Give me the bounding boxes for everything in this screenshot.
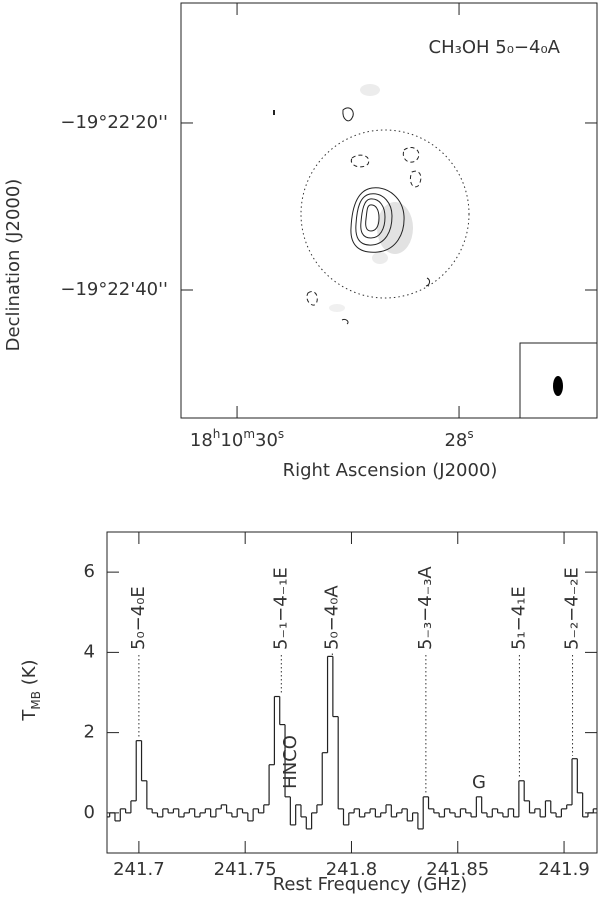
contour — [355, 193, 393, 246]
contour — [360, 198, 386, 239]
x-axis-label: Rest Frequency (GHz) — [273, 874, 468, 895]
contour — [425, 277, 430, 287]
x-tick-label: 241.75 — [214, 859, 277, 880]
transition-label: 5₁−4₁E — [508, 586, 529, 650]
emission-shade — [372, 252, 388, 264]
negative-contour — [350, 154, 370, 168]
y-tick-label: 2 — [84, 722, 95, 743]
x-tick-label: 241.9 — [538, 859, 590, 880]
line-note: HNCO — [280, 735, 301, 789]
x-axis-label: Right Ascension (J2000) — [283, 460, 498, 481]
x-tick-label: 28s — [444, 427, 473, 452]
line-note: G — [472, 772, 486, 793]
plot-frame — [180, 2, 598, 419]
y-tick-label: −19°22'40'' — [60, 279, 168, 300]
beam — [553, 376, 563, 396]
y-tick-label: 0 — [84, 802, 95, 823]
plot-frame — [106, 531, 598, 854]
x-tick-label: 241.8 — [326, 859, 378, 880]
transition-label: 5₀−4₀A — [321, 585, 342, 650]
x-tick-label: 241.85 — [426, 859, 489, 880]
primary-beam — [300, 129, 470, 299]
contour — [350, 187, 405, 253]
y-tick-label: −19°22'20'' — [60, 112, 168, 133]
y-axis-label: Declination (J2000) — [3, 179, 24, 352]
y-tick-label: 6 — [84, 561, 95, 582]
x-tick-label: 241.7 — [113, 859, 165, 880]
transition-label: 5₀−4₀E — [128, 586, 149, 650]
y-axis-label: TMB (K) — [19, 659, 43, 721]
spectrum-riser — [109, 656, 594, 829]
negative-contour — [409, 170, 422, 188]
emission-shade — [360, 84, 380, 96]
emission-shade — [377, 202, 413, 254]
negative-contour — [402, 147, 420, 163]
transition-label: 5₋₃−4₋₃A — [415, 566, 436, 650]
chart-title: CH₃OH 5₀−4₀A — [429, 37, 561, 58]
y-tick-label: 4 — [84, 641, 95, 662]
contour — [365, 204, 380, 232]
x-tick-label: 18h10m30s — [190, 427, 284, 452]
transition-label: 5₋₁−4₋₁E — [270, 567, 291, 650]
contour — [341, 319, 349, 325]
negative-contour — [306, 290, 318, 306]
map-image — [273, 84, 598, 419]
transition-label: 5₋₂−4₋₂E — [562, 567, 583, 650]
contour — [342, 107, 354, 122]
emission-shade — [329, 304, 345, 312]
